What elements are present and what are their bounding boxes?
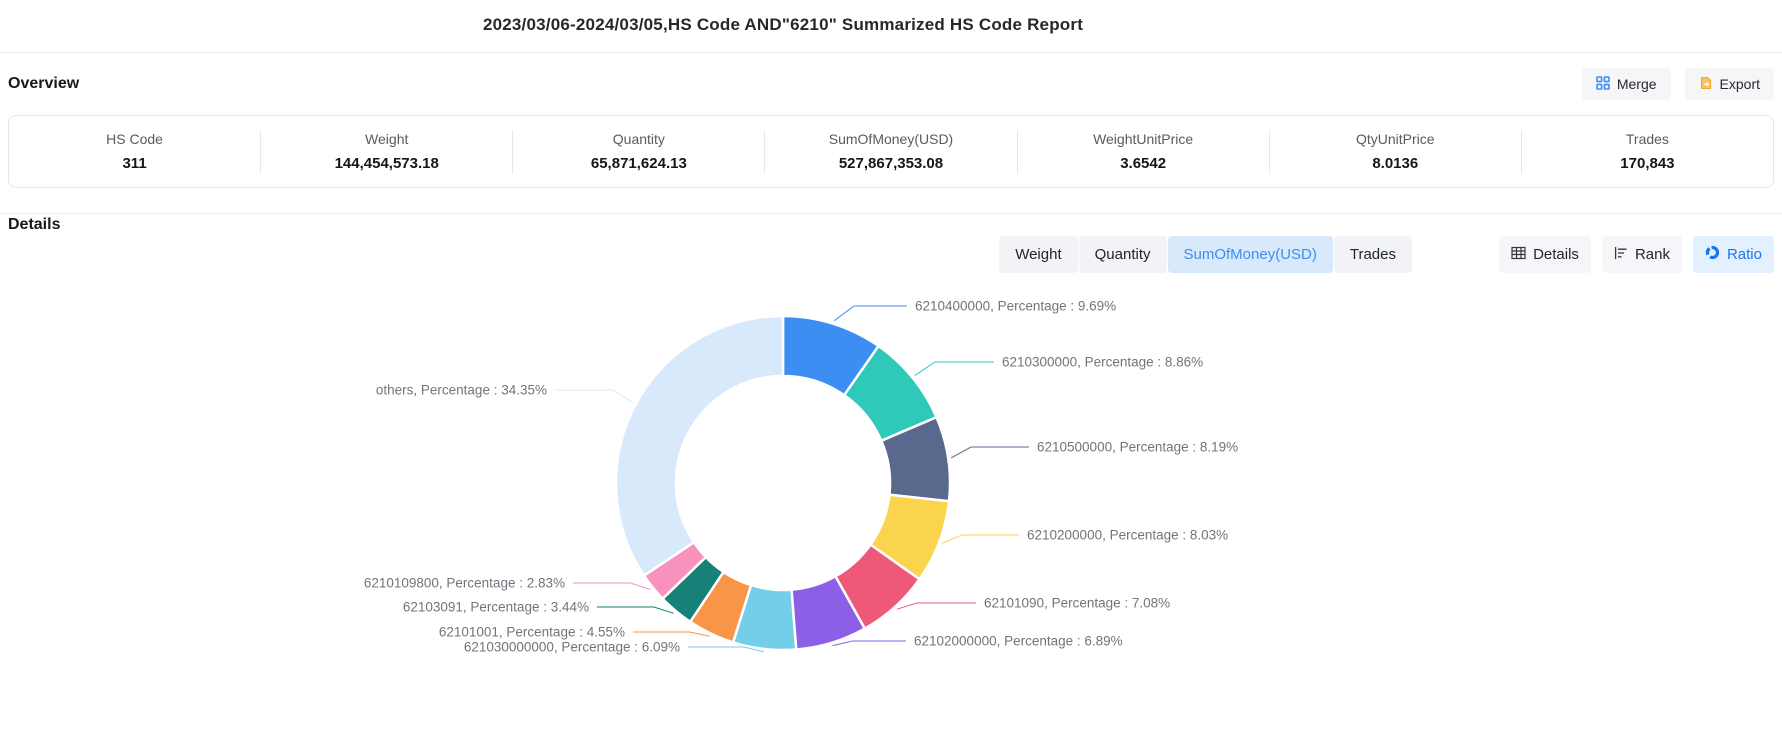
pie-label-line <box>941 534 1019 544</box>
pie-label-62101090: 62101090, Percentage : 7.08% <box>984 596 1170 611</box>
details-heading: Details <box>8 216 61 233</box>
pie-label-line <box>597 606 674 614</box>
export-button[interactable]: Export <box>1684 68 1774 100</box>
details-view-label: Details <box>1533 246 1579 263</box>
pie-label-line <box>914 361 994 377</box>
tab-weight[interactable]: Weight <box>999 236 1078 273</box>
overview-summary-card: HS Code 311 Weight 144,454,573.18 Quanti… <box>8 115 1774 188</box>
merge-button[interactable]: Merge <box>1581 68 1671 100</box>
section-divider <box>0 213 1782 214</box>
stat-label: Trades <box>1625 131 1669 147</box>
ratio-donut-chart: 6210400000, Percentage : 9.69% 6210300000… <box>364 299 1238 655</box>
metric-tabs: Weight Quantity SumOfMoney(USD) Trades <box>999 236 1412 273</box>
stat-value: 8.0136 <box>1372 155 1419 172</box>
pie-label-line <box>832 640 906 647</box>
stat-value: 170,843 <box>1620 155 1675 172</box>
stat-label: Quantity <box>612 131 665 147</box>
stat-label: Weight <box>365 131 409 147</box>
pie-label-line <box>573 582 651 590</box>
ratio-view-label: Ratio <box>1726 246 1762 263</box>
pie-label-6210300000: 6210300000, Percentage : 8.86% <box>1002 355 1203 370</box>
rank-view-button[interactable]: Rank <box>1601 236 1682 273</box>
stat-trades: Trades 170,843 <box>1522 131 1773 172</box>
pie-label-62101001: 62101001, Percentage : 4.55% <box>439 625 625 640</box>
view-switcher: Details Rank Ratio <box>1499 236 1774 273</box>
pie-label-line <box>633 631 710 637</box>
stat-divider <box>1520 129 1522 174</box>
stat-divider <box>1268 129 1270 174</box>
ratio-view-button[interactable]: Ratio <box>1692 236 1774 273</box>
stat-quantity: Quantity 65,871,624.13 <box>513 131 764 172</box>
stat-weight: Weight 144,454,573.18 <box>261 131 512 172</box>
stat-divider <box>260 129 262 174</box>
pie-label-6210200000: 6210200000, Percentage : 8.03% <box>1027 528 1228 543</box>
pie-label-line <box>950 446 1029 459</box>
pie-label-621030000000: 621030000000, Percentage : 6.09% <box>464 640 680 655</box>
pie-slice-others[interactable] <box>614 314 785 577</box>
stat-value: 3.6542 <box>1120 155 1167 172</box>
export-icon <box>1699 76 1713 93</box>
rank-icon <box>1614 246 1628 264</box>
pie-label-6210400000: 6210400000, Percentage : 9.69% <box>915 299 1116 314</box>
stat-hs-code: HS Code 311 <box>9 131 260 172</box>
pie-label-line <box>896 602 976 610</box>
donut-icon <box>1705 245 1720 264</box>
merge-icon <box>1596 75 1610 93</box>
pie-label-62102000000: 62102000000, Percentage : 6.89% <box>914 634 1123 649</box>
stat-label: QtyUnitPrice <box>1355 131 1435 147</box>
stat-divider <box>512 129 514 174</box>
stat-sum-of-money: SumOfMoney(USD) 527,867,353.08 <box>765 131 1016 172</box>
stat-qty-unit-price: QtyUnitPrice 8.0136 <box>1270 131 1521 172</box>
stat-label: WeightUnitPrice <box>1093 131 1194 147</box>
stat-value: 144,454,573.18 <box>334 155 439 172</box>
header-divider <box>0 52 1782 53</box>
page-title: 2023/03/06-2024/03/05,HS Code AND"6210" … <box>482 15 1084 34</box>
tab-trades[interactable]: Trades <box>1333 236 1412 273</box>
export-label: Export <box>1719 76 1760 92</box>
pie-label-62103091: 62103091, Percentage : 3.44% <box>403 600 589 615</box>
pie-label-others: others, Percentage : 34.35% <box>376 383 547 398</box>
overview-header: Overview Merge Export <box>8 64 1774 104</box>
overview-actions: Merge Export <box>1581 68 1774 100</box>
merge-label: Merge <box>1616 76 1657 92</box>
table-icon <box>1511 246 1526 264</box>
rank-view-label: Rank <box>1634 246 1670 263</box>
stat-value: 65,871,624.13 <box>590 155 687 172</box>
pie-label-line <box>555 389 634 404</box>
stat-value: 311 <box>122 155 147 172</box>
stat-label: SumOfMoney(USD) <box>828 131 954 147</box>
pie-label-line <box>688 646 765 653</box>
pie-label-6210500000: 6210500000, Percentage : 8.19% <box>1037 440 1238 455</box>
stat-divider <box>1016 129 1018 174</box>
stat-weight-unit-price: WeightUnitPrice 3.6542 <box>1018 131 1269 172</box>
details-view-button[interactable]: Details <box>1499 236 1591 273</box>
tab-sum-of-money[interactable]: SumOfMoney(USD) <box>1167 236 1333 273</box>
stat-divider <box>764 129 766 174</box>
tab-quantity[interactable]: Quantity <box>1078 236 1167 273</box>
stat-value: 527,867,353.08 <box>838 155 944 172</box>
stat-label: HS Code <box>106 131 163 147</box>
pie-label-6210109800: 6210109800, Percentage : 2.83% <box>364 576 565 591</box>
pie-label-line <box>833 305 907 322</box>
overview-heading: Overview <box>8 75 80 92</box>
